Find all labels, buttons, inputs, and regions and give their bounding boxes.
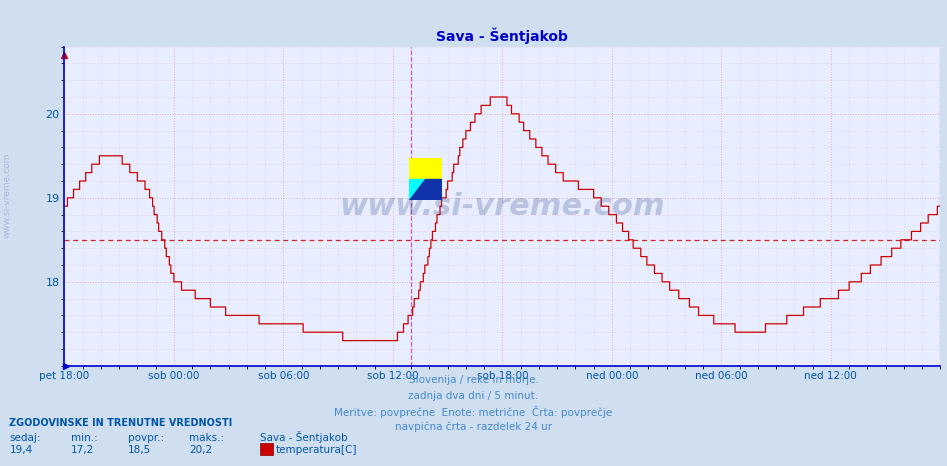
Text: 18,5: 18,5 (128, 445, 152, 455)
Polygon shape (409, 179, 425, 200)
Text: sedaj:: sedaj: (9, 433, 41, 443)
Text: 17,2: 17,2 (71, 445, 95, 455)
Text: www.si-vreme.com: www.si-vreme.com (3, 153, 12, 239)
Text: Meritve: povprečne  Enote: metrične  Črta: povprečje: Meritve: povprečne Enote: metrične Črta:… (334, 406, 613, 418)
Text: ZGODOVINSKE IN TRENUTNE VREDNOSTI: ZGODOVINSKE IN TRENUTNE VREDNOSTI (9, 418, 233, 428)
Text: Slovenija / reke in morje.: Slovenija / reke in morje. (408, 375, 539, 385)
Text: 19,4: 19,4 (9, 445, 33, 455)
Text: navpična črta - razdelek 24 ur: navpična črta - razdelek 24 ur (395, 421, 552, 432)
Polygon shape (409, 179, 442, 200)
Title: Sava - Šentjakob: Sava - Šentjakob (437, 27, 568, 44)
Text: zadnja dva dni / 5 minut.: zadnja dva dni / 5 minut. (408, 391, 539, 400)
Text: min.:: min.: (71, 433, 98, 443)
Text: 20,2: 20,2 (189, 445, 212, 455)
Text: Sava - Šentjakob: Sava - Šentjakob (260, 432, 348, 443)
Text: temperatura[C]: temperatura[C] (276, 445, 357, 455)
Bar (409, 158, 442, 179)
Text: www.si-vreme.com: www.si-vreme.com (340, 192, 665, 221)
Text: povpr.:: povpr.: (128, 433, 164, 443)
Text: maks.:: maks.: (189, 433, 224, 443)
